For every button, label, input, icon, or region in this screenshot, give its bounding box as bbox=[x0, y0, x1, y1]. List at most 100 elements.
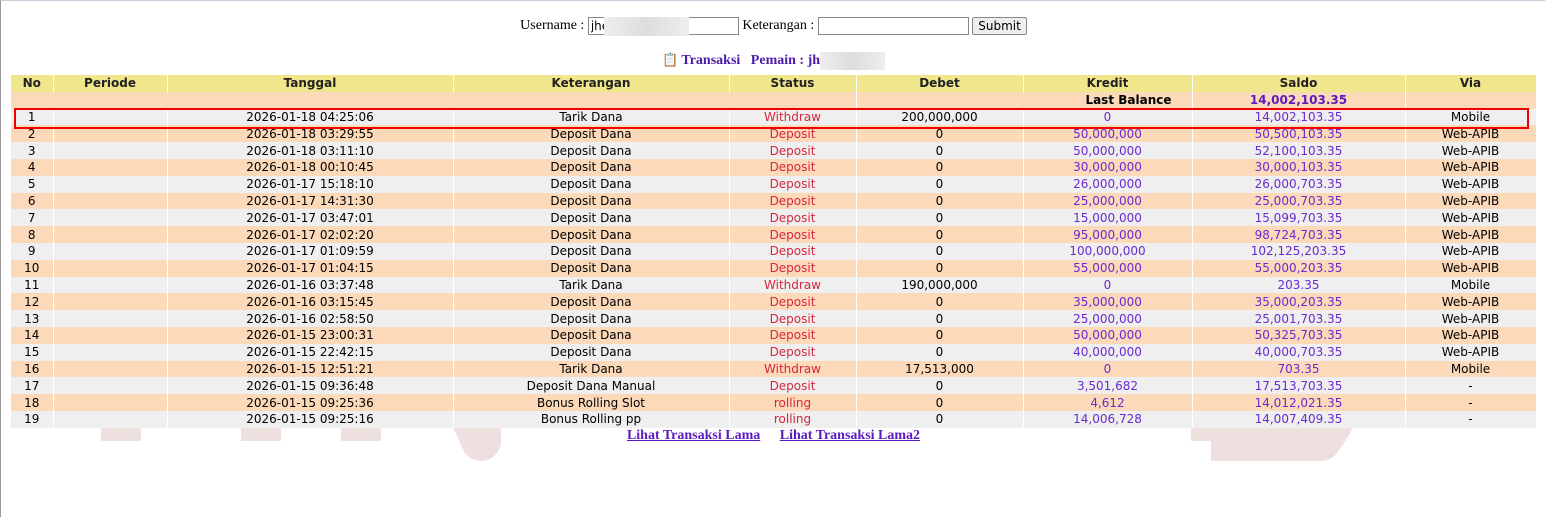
table-row: 2 2026-01-18 03:29:55 Deposit Dana Deposit 0… bbox=[11, 125, 1537, 143]
cell-debet: 0 bbox=[856, 410, 1024, 428]
cell-periode bbox=[53, 192, 168, 210]
header-debet: Debet bbox=[856, 75, 1024, 92]
link-transaksi-lama[interactable]: Lihat Transaksi Lama bbox=[626, 428, 761, 443]
cell-keterangan: Deposit Dana bbox=[453, 326, 730, 344]
cell-periode bbox=[53, 108, 168, 126]
cell-debet: 190,000,000 bbox=[856, 276, 1024, 294]
cell-status: Withdraw bbox=[729, 276, 857, 294]
cell-debet: 0 bbox=[856, 394, 1024, 411]
cell-no: 11 bbox=[11, 276, 54, 294]
cell-status: rolling bbox=[729, 410, 857, 428]
cell-via: Web-APIB bbox=[1405, 125, 1537, 143]
cell-status: Deposit bbox=[729, 242, 857, 260]
cell-kredit: 0 bbox=[1023, 360, 1193, 378]
cell-debet: 0 bbox=[856, 142, 1024, 159]
cell-no: 12 bbox=[11, 293, 54, 311]
cell-via: Web-APIB bbox=[1405, 192, 1537, 210]
cell-debet: 0 bbox=[856, 192, 1024, 210]
cell-tanggal: 2026-01-18 03:29:55 bbox=[167, 125, 454, 143]
cell-periode bbox=[53, 226, 168, 243]
cell-periode bbox=[53, 410, 168, 428]
transactions-table: No Periode Tanggal Keterangan Status Debet Kre… bbox=[11, 75, 1537, 428]
cell-no: 8 bbox=[11, 226, 54, 243]
cell-status: Deposit bbox=[729, 209, 857, 227]
table-row: 13 2026-01-16 02:58:50 Deposit Dana Deposit… bbox=[11, 310, 1537, 327]
cell-tanggal: 2026-01-16 03:37:48 bbox=[167, 276, 454, 294]
last-balance-value: 14,002,103.35 bbox=[1192, 91, 1406, 109]
link-transaksi-lama2[interactable]: Lihat Transaksi Lama2 bbox=[779, 428, 921, 443]
cell-via: Web-APIB bbox=[1405, 310, 1537, 327]
cell-status: Deposit bbox=[729, 310, 857, 327]
cell-saldo: 14,012,021.35 bbox=[1192, 394, 1406, 411]
table-row: 12 2026-01-16 03:15:45 Deposit Dana Deposit… bbox=[11, 293, 1537, 311]
cell-kredit: 55,000,000 bbox=[1023, 259, 1193, 277]
cell-no: 17 bbox=[11, 377, 54, 395]
cell-no: 10 bbox=[11, 259, 54, 277]
cell-status: Deposit bbox=[729, 175, 857, 193]
cell-keterangan: Deposit Dana bbox=[453, 242, 730, 260]
cell-no: 13 bbox=[11, 310, 54, 327]
header-periode: Periode bbox=[53, 75, 168, 92]
cell-saldo: 52,100,103.35 bbox=[1192, 142, 1406, 159]
cell-status: Deposit bbox=[729, 343, 857, 361]
cell-via: Web-APIB bbox=[1405, 175, 1537, 193]
keterangan-input[interactable] bbox=[817, 17, 969, 35]
cell-saldo: 15,099,703.35 bbox=[1192, 209, 1406, 227]
cell-debet: 0 bbox=[856, 343, 1024, 361]
username-label: Username : bbox=[520, 18, 585, 34]
cell-status: Deposit bbox=[729, 377, 857, 395]
cell-saldo: 26,000,703.35 bbox=[1192, 175, 1406, 193]
header-via: Via bbox=[1405, 75, 1537, 92]
cell-periode bbox=[53, 158, 168, 176]
table-row: 5 2026-01-17 15:18:10 Deposit Dana Deposit 0… bbox=[11, 175, 1537, 193]
cell-saldo: 25,001,703.35 bbox=[1192, 310, 1406, 327]
cell-periode bbox=[53, 142, 168, 159]
cell-tanggal: 2026-01-17 14:31:30 bbox=[167, 192, 454, 210]
cell-saldo: 14,007,409.35 bbox=[1192, 410, 1406, 428]
table-row: 10 2026-01-17 01:04:15 Deposit Dana Deposit… bbox=[11, 259, 1537, 277]
cell-tanggal: 2026-01-15 22:42:15 bbox=[167, 343, 454, 361]
header-tanggal: Tanggal bbox=[167, 75, 454, 92]
cell-tanggal: 2026-01-17 03:47:01 bbox=[167, 209, 454, 227]
cell-kredit: 4,612 bbox=[1023, 394, 1193, 411]
cell-keterangan: Tarik Dana bbox=[453, 360, 730, 378]
cell-via: Web-APIB bbox=[1405, 326, 1537, 344]
cell-kredit: 15,000,000 bbox=[1023, 209, 1193, 227]
cell-saldo: 14,002,103.35 bbox=[1192, 108, 1406, 126]
cell-no: 19 bbox=[11, 410, 54, 428]
cell-status: rolling bbox=[729, 394, 857, 411]
cell-no: 2 bbox=[11, 125, 54, 143]
cell-status: Deposit bbox=[729, 158, 857, 176]
cell-no: 4 bbox=[11, 158, 54, 176]
cell-tanggal: 2026-01-16 02:58:50 bbox=[167, 310, 454, 327]
header-kredit: Kredit bbox=[1023, 75, 1193, 92]
cell-kredit: 0 bbox=[1023, 276, 1193, 294]
cell-debet: 0 bbox=[856, 175, 1024, 193]
cell-keterangan: Deposit Dana bbox=[453, 142, 730, 159]
redacted-username bbox=[603, 17, 689, 36]
table-row: 15 2026-01-15 22:42:15 Deposit Dana Deposit… bbox=[11, 343, 1537, 361]
table-row: 19 2026-01-15 09:25:16 Bonus Rolling pp rol… bbox=[11, 410, 1537, 428]
cell-kredit: 0 bbox=[1023, 108, 1193, 126]
cell-status: Deposit bbox=[729, 293, 857, 311]
table-row: 7 2026-01-17 03:47:01 Deposit Dana Deposit 0… bbox=[11, 209, 1537, 227]
cell-kredit: 40,000,000 bbox=[1023, 343, 1193, 361]
cell-periode bbox=[53, 377, 168, 395]
submit-button[interactable]: Submit bbox=[972, 17, 1027, 35]
cell-status: Deposit bbox=[729, 125, 857, 143]
cell-saldo: 98,724,703.35 bbox=[1192, 226, 1406, 243]
cell-debet: 17,513,000 bbox=[856, 360, 1024, 378]
cell-via: - bbox=[1405, 377, 1537, 395]
cell-periode bbox=[53, 326, 168, 344]
cell-periode bbox=[53, 276, 168, 294]
cell-debet: 0 bbox=[856, 242, 1024, 260]
cell-tanggal: 2026-01-17 01:04:15 bbox=[167, 259, 454, 277]
cell-saldo: 203.35 bbox=[1192, 276, 1406, 294]
cell-no: 1 bbox=[11, 108, 54, 126]
cell-no: 18 bbox=[11, 394, 54, 411]
cell-keterangan: Tarik Dana bbox=[453, 108, 730, 126]
cell-periode bbox=[53, 293, 168, 311]
cell-keterangan: Deposit Dana bbox=[453, 293, 730, 311]
cell-periode bbox=[53, 209, 168, 227]
table-row: 14 2026-01-15 23:00:31 Deposit Dana Deposit… bbox=[11, 326, 1537, 344]
